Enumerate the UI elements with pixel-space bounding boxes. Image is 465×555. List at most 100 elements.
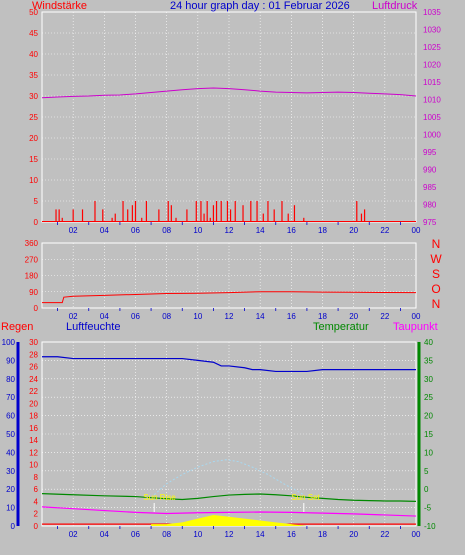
- marks-panel-3: Sun Rise Sun Set: [41, 356, 417, 526]
- direction-tick-label: 90: [29, 288, 38, 297]
- pressure-tick-label: 990: [423, 166, 437, 175]
- marks-panel-2: [42, 291, 417, 304]
- rain-tick-label: 10: [29, 461, 38, 470]
- humidity-tick-label: 70: [6, 393, 15, 402]
- direction-tick-label: 0: [34, 304, 39, 313]
- x-tick-label: 22: [380, 530, 389, 539]
- x-tick-label: 10: [193, 312, 202, 321]
- wind-tick-label: 20: [29, 134, 38, 143]
- x-tick-label: 12: [225, 312, 234, 321]
- rain-tick-label: 2: [34, 510, 39, 519]
- rain-tick-label: 30: [29, 338, 38, 347]
- temperature-line: [41, 493, 417, 502]
- ticks-panel-1: 02 04 06 08 10 12 14 16 18 20 22 000510152025303540…: [29, 8, 441, 235]
- x-tick-label: 10: [193, 226, 202, 235]
- x-tick-label: 12: [225, 530, 234, 539]
- x-tick-label: 14: [256, 530, 265, 539]
- regen-label: Regen: [1, 321, 33, 333]
- x-tick-label: 22: [380, 312, 389, 321]
- temp-tick-label: 25: [424, 393, 433, 402]
- humidity-tick-label: 90: [6, 356, 15, 365]
- x-tick-label: 08: [162, 226, 171, 235]
- x-tick-label: 04: [100, 226, 109, 235]
- x-tick-label: 20: [349, 312, 358, 321]
- humidity-tick-label: 0: [11, 522, 16, 531]
- x-tick-label: 16: [287, 312, 296, 321]
- x-tick-label: 08: [162, 312, 171, 321]
- rain-tick-label: 18: [29, 412, 38, 421]
- wind-axis-label: Windstärke: [32, 0, 87, 12]
- x-tick-label: 12: [225, 226, 234, 235]
- rain-tick-label: 6: [34, 485, 39, 494]
- temp-tick-label: 10: [424, 448, 433, 457]
- pressure-tick-label: 1000: [423, 131, 441, 140]
- wind-tick-label: 10: [29, 176, 38, 185]
- wind-tick-label: 5: [34, 197, 39, 206]
- rain-tick-label: 22: [29, 387, 38, 396]
- x-tick-label: 02: [69, 312, 78, 321]
- rain-tick-label: 4: [34, 497, 39, 506]
- wind-tick-label: 25: [29, 113, 38, 122]
- x-tick-label: 18: [318, 530, 327, 539]
- humidity-tick-label: 40: [6, 448, 15, 457]
- x-tick-label: 14: [256, 312, 265, 321]
- temp-tick-label: 0: [424, 485, 429, 494]
- luftfeuchte-label: Luftfeuchte: [66, 321, 120, 333]
- temp-tick-label: -10: [424, 522, 436, 531]
- temperatur-label: Temperatur: [313, 321, 369, 333]
- x-tick-label: 04: [100, 530, 109, 539]
- pressure-tick-label: 1020: [423, 61, 441, 70]
- compass-label: O: [431, 282, 440, 296]
- x-tick-label: 14: [256, 226, 265, 235]
- ticks-panel-3: 02 04 06 08 10 12 14 16 18 20 22 000102030405060708…: [2, 338, 436, 539]
- direction-tick-label: 360: [25, 239, 39, 248]
- rain-tick-label: 16: [29, 424, 38, 433]
- temp-tick-label: 5: [424, 467, 429, 476]
- rain-tick-label: 8: [34, 473, 39, 482]
- sunrise-label: Sun Rise: [143, 493, 176, 502]
- humidity-tick-label: 60: [6, 412, 15, 421]
- wind-tick-label: 50: [29, 8, 38, 17]
- sunset-label: Sun Set: [291, 493, 320, 502]
- x-tick-label: 06: [131, 530, 140, 539]
- sun-path-line: [153, 459, 305, 496]
- temp-tick-label: 30: [424, 375, 433, 384]
- compass-label: S: [432, 267, 440, 281]
- rain-tick-label: 12: [29, 448, 38, 457]
- x-tick-label: 22: [380, 226, 389, 235]
- x-tick-label: 00: [412, 530, 421, 539]
- pressure-tick-label: 975: [423, 218, 437, 227]
- sunshine-area: [151, 514, 307, 526]
- pressure-tick-label: 980: [423, 201, 437, 210]
- compass-label: W: [430, 252, 442, 266]
- temp-tick-label: 40: [424, 338, 433, 347]
- x-tick-label: 10: [193, 530, 202, 539]
- x-tick-label: 16: [287, 226, 296, 235]
- chart-title: 24 hour graph day : 01 Februar 2026: [170, 0, 350, 12]
- pressure-tick-label: 995: [423, 148, 437, 157]
- rain-tick-label: 28: [29, 350, 38, 359]
- pressure-tick-label: 985: [423, 183, 437, 192]
- grid-panel-2: [42, 242, 417, 309]
- direction-tick-label: 270: [25, 255, 39, 264]
- direction-line: [42, 291, 417, 304]
- rain-tick-label: 20: [29, 399, 38, 408]
- pressure-axis-label: Luftdruck: [372, 0, 418, 12]
- rain-tick-label: 0: [34, 522, 39, 531]
- x-tick-label: 02: [69, 226, 78, 235]
- x-tick-label: 20: [349, 530, 358, 539]
- x-tick-label: 04: [100, 312, 109, 321]
- x-tick-label: 18: [318, 226, 327, 235]
- dewpoint-line: [41, 506, 417, 517]
- compass-label: N: [432, 297, 441, 311]
- x-tick-label: 08: [162, 530, 171, 539]
- x-tick-label: 18: [318, 312, 327, 321]
- x-tick-label: 00: [412, 226, 421, 235]
- pressure-line: [41, 87, 417, 99]
- x-tick-label: 20: [349, 226, 358, 235]
- pressure-tick-label: 1030: [423, 26, 441, 35]
- x-tick-label: 16: [287, 530, 296, 539]
- rain-tick-label: 26: [29, 363, 38, 372]
